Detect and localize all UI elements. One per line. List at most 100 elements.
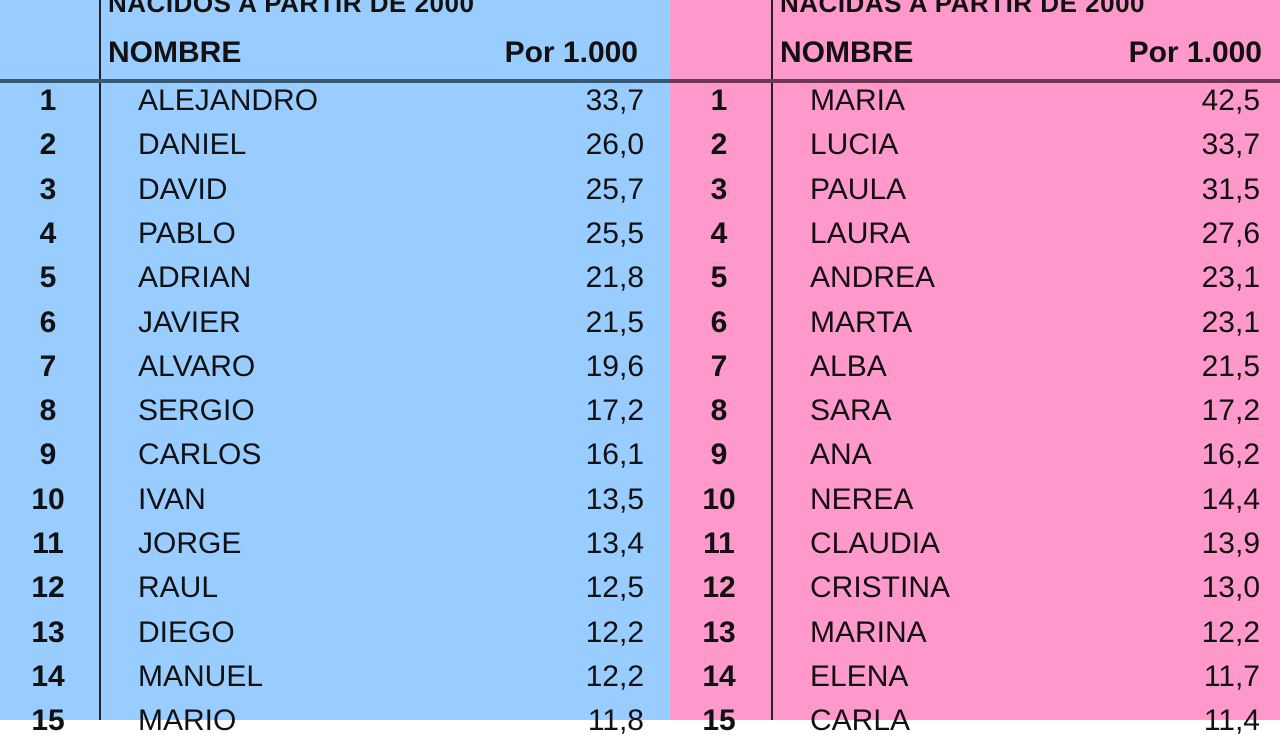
table-row: 1 ALEJANDRO 33,7 (0, 84, 670, 128)
value: 42,5 (1201, 84, 1260, 117)
rank: 7 (39, 349, 57, 383)
name: ALVARO (138, 349, 256, 383)
rank: 15 (702, 704, 736, 738)
column-divider (771, 0, 773, 720)
table-row: 12 CRISTINA 13,0 (670, 571, 1280, 615)
name: LUCIA (810, 128, 899, 162)
girls-table: NACIDAS A PARTIR DE 2000 NOMBRE Por 1.00… (670, 0, 1280, 737)
table-row: 8 SARA 17,2 (670, 394, 1280, 438)
name: CRISTINA (810, 571, 951, 605)
rank: 14 (31, 659, 65, 693)
name: MARINA (810, 615, 927, 649)
rank: 13 (702, 615, 736, 649)
name: RAUL (138, 571, 219, 605)
header-divider (670, 79, 1280, 83)
value: 13,0 (1201, 571, 1260, 605)
value-column-header: Por 1.000 (1128, 36, 1262, 69)
name: MANUEL (138, 659, 264, 693)
rank: 6 (710, 305, 728, 339)
table-row: 14 MANUEL 12,2 (0, 660, 670, 704)
table-row: 12 RAUL 12,5 (0, 571, 670, 615)
value: 16,2 (1201, 438, 1260, 472)
value: 21,5 (585, 305, 644, 339)
value: 11,8 (587, 704, 644, 738)
table-row: 9 CARLOS 16,1 (0, 438, 670, 482)
rank: 2 (39, 128, 57, 162)
name: SARA (810, 394, 892, 428)
name-column-header: NOMBRE (780, 36, 914, 69)
name: DAVID (138, 172, 228, 206)
table-row: 5 ANDREA 23,1 (670, 261, 1280, 305)
name: ANDREA (810, 261, 936, 295)
table-row: 15 MARIO 11,8 (0, 704, 670, 748)
rank: 12 (702, 571, 736, 605)
value: 13,5 (585, 482, 644, 516)
table-row: 3 PAULA 31,5 (670, 173, 1280, 217)
column-divider (99, 0, 101, 720)
rank: 4 (710, 216, 728, 250)
table-row: 15 CARLA 11,4 (670, 704, 1280, 748)
table-row: 4 PABLO 25,5 (0, 217, 670, 261)
value: 11,7 (1203, 659, 1260, 693)
name: ADRIAN (138, 261, 252, 295)
table-row: 10 NEREA 14,4 (670, 483, 1280, 527)
value: 21,8 (585, 261, 644, 295)
rank: 1 (710, 84, 728, 117)
table-row: 6 JAVIER 21,5 (0, 306, 670, 350)
value: 33,7 (585, 84, 644, 117)
table-row: 13 MARINA 12,2 (670, 616, 1280, 660)
value: 19,6 (585, 349, 644, 383)
value: 17,2 (585, 394, 644, 428)
value: 31,5 (1201, 172, 1260, 206)
value: 13,9 (1201, 527, 1260, 560)
value: 23,1 (1201, 261, 1260, 295)
rank: 10 (702, 482, 736, 516)
value: 33,7 (1201, 128, 1260, 162)
table-row: 6 MARTA 23,1 (670, 306, 1280, 350)
rank: 11 (703, 527, 735, 560)
table-row: 1 MARIA 42,5 (670, 84, 1280, 128)
rank: 8 (710, 394, 728, 428)
name: MARIA (810, 84, 906, 117)
value: 25,7 (585, 172, 644, 206)
value: 25,5 (585, 216, 644, 250)
name: NEREA (810, 482, 914, 516)
name: CARLOS (138, 438, 262, 472)
rank: 5 (39, 261, 57, 295)
table-row: 11 CLAUDIA 13,9 (670, 527, 1280, 571)
name: JAVIER (138, 305, 241, 339)
name: ALEJANDRO (138, 84, 319, 117)
value: 12,2 (585, 659, 644, 693)
rank: 5 (710, 261, 728, 295)
value: 21,5 (1201, 349, 1260, 383)
name: CARLA (810, 704, 911, 738)
rank: 6 (39, 305, 57, 339)
girls-table-title: NACIDAS A PARTIR DE 2000 (780, 0, 1145, 18)
table-row: 2 DANIEL 26,0 (0, 128, 670, 172)
table-row: 3 DAVID 25,7 (0, 173, 670, 217)
name: CLAUDIA (810, 527, 941, 560)
rank: 9 (39, 438, 57, 472)
table-row: 14 ELENA 11,7 (670, 660, 1280, 704)
table-row: 10 IVAN 13,5 (0, 483, 670, 527)
rank: 4 (39, 216, 57, 250)
value: 11,4 (1203, 704, 1260, 738)
rank: 14 (702, 659, 736, 693)
table-row: 7 ALVARO 19,6 (0, 350, 670, 394)
header-divider (0, 79, 670, 83)
value: 27,6 (1201, 216, 1260, 250)
rank: 15 (31, 704, 65, 738)
table-row: 2 LUCIA 33,7 (670, 128, 1280, 172)
name: SERGIO (138, 394, 255, 428)
boys-table-title: NACIDOS A PARTIR DE 2000 (108, 0, 475, 18)
name: PAULA (810, 172, 907, 206)
table-row: 4 LAURA 27,6 (670, 217, 1280, 261)
rank: 1 (39, 84, 57, 117)
table-row: 13 DIEGO 12,2 (0, 616, 670, 660)
value: 26,0 (585, 128, 644, 162)
value: 12,2 (585, 615, 644, 649)
rank: 2 (710, 128, 728, 162)
name: ALBA (810, 349, 887, 383)
name: MARTA (810, 305, 913, 339)
rank: 9 (710, 438, 728, 472)
